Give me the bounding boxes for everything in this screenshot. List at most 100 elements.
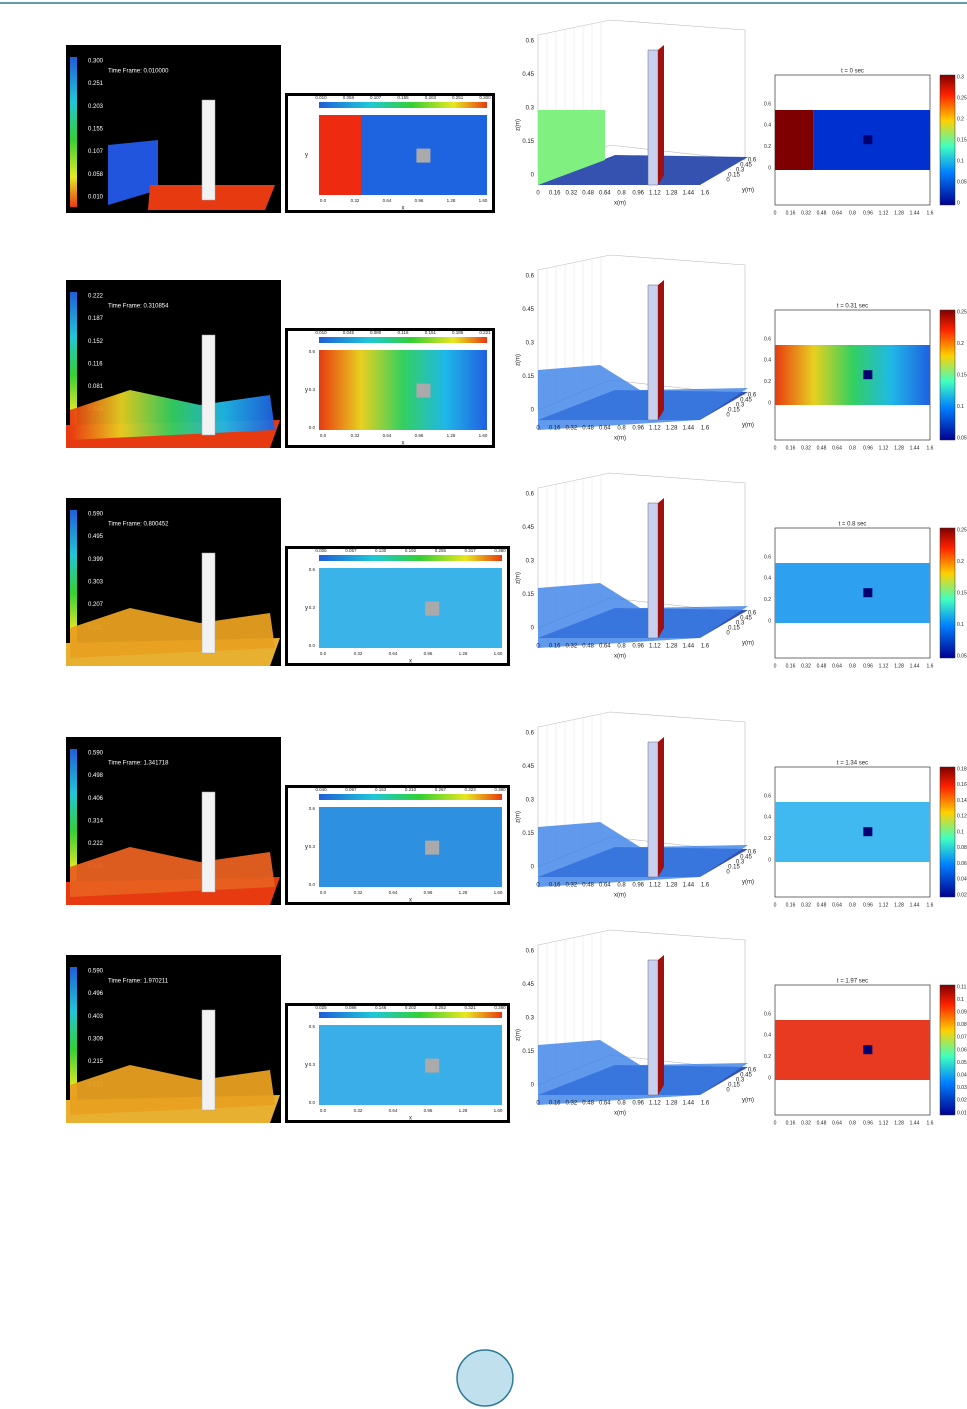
z-tick-label: 0.45 [522, 764, 534, 770]
colorbar-tick-label: 0.222 [88, 841, 104, 847]
colorbar-tick-label: 0.403 [88, 1014, 104, 1020]
x-tick-label: 1.28 [447, 198, 456, 203]
colorbar-tick-label: 0.03 [957, 1085, 967, 1091]
pillar [201, 791, 216, 893]
z-tick-label: 0.3 [526, 798, 535, 804]
x-tick-label: 0.8 [617, 191, 626, 197]
colorbar-tick-label: 0.12 [957, 814, 967, 820]
pillar-side [658, 498, 664, 638]
x-tick-label: 0.64 [599, 191, 611, 197]
y-tick-label: 0.6 [764, 101, 771, 107]
colorbar-tick-label: 0.146 [375, 1005, 387, 1010]
water-surface [538, 365, 748, 430]
time-frame: Time Frame: 1.341718 [108, 761, 169, 767]
x-tick-label: 1.44 [682, 644, 694, 650]
time-frame: Time Frame: 0.310854 [108, 304, 169, 310]
x-tick-label: 0.8 [849, 210, 856, 216]
colorbar-tick-label: 0.05 [957, 435, 967, 441]
plot-title: t = 1.97 sec [837, 979, 868, 985]
colorbar-tick-label: 0.116 [398, 330, 409, 335]
colorbar-tick-label: 0.045 [343, 330, 355, 335]
colorbar [70, 749, 77, 899]
x-tick-label: 0.48 [817, 1120, 827, 1126]
y-tick-label: 0.2 [764, 836, 771, 842]
z-tick-label: 0.15 [522, 831, 534, 837]
colorbar-tick-label: 0.221 [479, 330, 491, 335]
x-tick-label: 1.60 [494, 651, 503, 656]
x-tick-label: 1.44 [910, 1120, 920, 1126]
colorbar-tick-label: 0.02 [957, 892, 967, 898]
x-tick-label: 0.32 [801, 445, 811, 451]
pillar-front [647, 284, 659, 421]
y-tick-label: 0 [768, 857, 771, 863]
y-tick-label: 0.6 [309, 1024, 316, 1029]
x-tick-label: 0 [536, 426, 540, 432]
obstacle [425, 1058, 440, 1073]
colorbar-tick-label: 0.116 [88, 362, 103, 368]
x-tick-label: 1.44 [910, 663, 920, 669]
x-tick-label: 1.60 [479, 433, 488, 438]
x-tick-label: 0.48 [582, 426, 594, 432]
x-tick-label: 0.32 [566, 644, 578, 650]
obstacle [863, 1045, 873, 1055]
x-tick-label: 1.6 [927, 210, 934, 216]
x-tick-label: 0.8 [617, 426, 626, 432]
x-tick-label: 0.48 [582, 191, 594, 197]
colorbar-tick-label: 0.210 [405, 787, 417, 792]
water-wall [538, 110, 605, 185]
y-tick-label: 0 [726, 631, 730, 637]
colorbar-tick-label: 0.151 [425, 330, 437, 335]
obstacle [863, 370, 873, 380]
x-tick-label: 0.16 [549, 426, 561, 432]
y-tick-label: 0.6 [309, 806, 316, 811]
y-tick-label: 0.2 [764, 144, 771, 150]
colorbar-tick-label: 0.255 [435, 548, 447, 553]
y-axis-label: y [305, 1063, 308, 1069]
y-tick-label: 0 [726, 1088, 730, 1094]
x-tick-label: 0.8 [617, 1101, 626, 1107]
colorbar-tick-label: 0.317 [465, 548, 477, 553]
x-tick-label: 1.12 [649, 644, 661, 650]
z-axis-label: z(m) [516, 572, 522, 584]
x-tick-label: 1.28 [666, 191, 678, 197]
x-tick-label: 0.64 [389, 890, 398, 895]
colorbar-tick-label: 0.010 [315, 95, 327, 100]
x-tick-label: 0.64 [832, 902, 842, 908]
colorbar [939, 984, 956, 1116]
y-tick-label: 0.6 [309, 349, 316, 354]
x-tick-label: 0.48 [582, 1101, 594, 1107]
z-tick-label: 0.6 [526, 274, 535, 280]
plot-region [319, 350, 487, 430]
y-tick-label: 0.15 [728, 865, 740, 871]
colorbar-tick-label: 0.1 [957, 158, 964, 164]
x-tick-label: 0.8 [849, 663, 856, 669]
colorbar-tick-label: 0.2 [957, 341, 964, 347]
x-tick-label: 1.28 [666, 644, 678, 650]
x-tick-label: 0 [536, 1101, 540, 1107]
x-tick-label: 0 [774, 445, 777, 451]
x-tick-label: 0.64 [599, 1101, 611, 1107]
x-axis-label: x(m) [614, 1111, 626, 1117]
colorbar-tick-label: 0.04 [957, 1073, 967, 1079]
page-badge [456, 1349, 514, 1407]
z-tick-label: 0.6 [526, 492, 535, 498]
y-tick-label: 0.6 [309, 567, 316, 572]
y-tick-label: 0.6 [748, 158, 757, 164]
x-tick-label: 0.32 [354, 651, 363, 656]
x-tick-label: 1.28 [894, 902, 904, 908]
y-axis-label: y(m) [742, 880, 754, 886]
x-tick-label: 0.96 [632, 426, 644, 432]
y-tick-label: 0 [726, 870, 730, 876]
colorbar [319, 794, 502, 800]
x-tick-label: 1.6 [701, 191, 710, 197]
colorbar-tick-label: 0.153 [375, 787, 387, 792]
y-tick-label: 0.15 [728, 173, 740, 179]
y-tick-label: 0.6 [764, 1011, 771, 1017]
colorbar-tick-label: 0.155 [88, 127, 104, 133]
x-tick-label: 1.28 [666, 883, 678, 889]
y-tick-label: 0.0 [309, 882, 316, 887]
x-tick-label: 0 [774, 1120, 777, 1126]
colorbar-tick-label: 0.2 [957, 116, 964, 122]
colorbar-tick-label: 0.380 [494, 1005, 506, 1010]
colorbar-tick-label: 0.25 [957, 95, 967, 101]
